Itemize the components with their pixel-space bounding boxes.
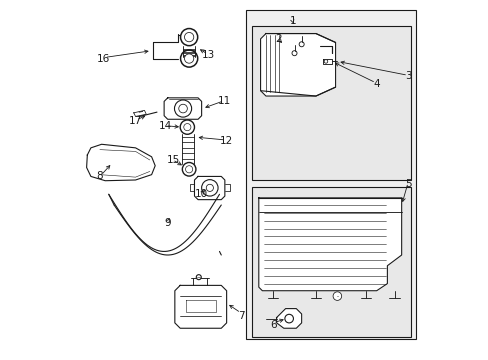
Bar xyxy=(251,187,410,337)
Circle shape xyxy=(174,100,191,117)
Polygon shape xyxy=(175,285,226,328)
Circle shape xyxy=(184,32,193,42)
Text: 2: 2 xyxy=(275,34,281,44)
Circle shape xyxy=(201,180,218,196)
Circle shape xyxy=(180,120,194,134)
Text: 5: 5 xyxy=(405,179,411,189)
Circle shape xyxy=(291,51,296,56)
Text: 17: 17 xyxy=(129,116,142,126)
Circle shape xyxy=(180,50,197,67)
Polygon shape xyxy=(276,309,301,328)
Text: 16: 16 xyxy=(97,54,110,64)
Circle shape xyxy=(324,60,327,63)
Polygon shape xyxy=(86,144,155,181)
Circle shape xyxy=(180,28,197,46)
Text: 8: 8 xyxy=(96,171,103,181)
Circle shape xyxy=(185,166,192,173)
Circle shape xyxy=(299,42,304,47)
Circle shape xyxy=(206,184,213,192)
Circle shape xyxy=(184,54,193,63)
Circle shape xyxy=(196,275,201,280)
Text: 13: 13 xyxy=(202,50,215,60)
Text: 9: 9 xyxy=(164,218,171,228)
Polygon shape xyxy=(260,33,335,96)
Polygon shape xyxy=(134,111,146,116)
Circle shape xyxy=(183,123,190,131)
Circle shape xyxy=(182,162,196,176)
Bar xyxy=(251,26,410,180)
Polygon shape xyxy=(164,98,201,119)
Bar xyxy=(246,10,415,339)
Circle shape xyxy=(179,104,187,113)
Text: 4: 4 xyxy=(373,78,379,89)
Polygon shape xyxy=(185,300,216,312)
Polygon shape xyxy=(194,176,224,200)
Text: 1: 1 xyxy=(289,16,295,26)
Text: 12: 12 xyxy=(220,136,233,146)
Text: 6: 6 xyxy=(269,320,276,330)
Text: 10: 10 xyxy=(195,189,208,199)
Text: 11: 11 xyxy=(218,96,231,107)
Text: 15: 15 xyxy=(166,156,179,165)
Text: 7: 7 xyxy=(237,311,244,321)
Circle shape xyxy=(332,292,341,300)
Text: 14: 14 xyxy=(159,121,172,131)
Polygon shape xyxy=(323,59,331,64)
Circle shape xyxy=(285,314,293,323)
Polygon shape xyxy=(258,198,401,291)
Text: 3: 3 xyxy=(405,71,411,81)
